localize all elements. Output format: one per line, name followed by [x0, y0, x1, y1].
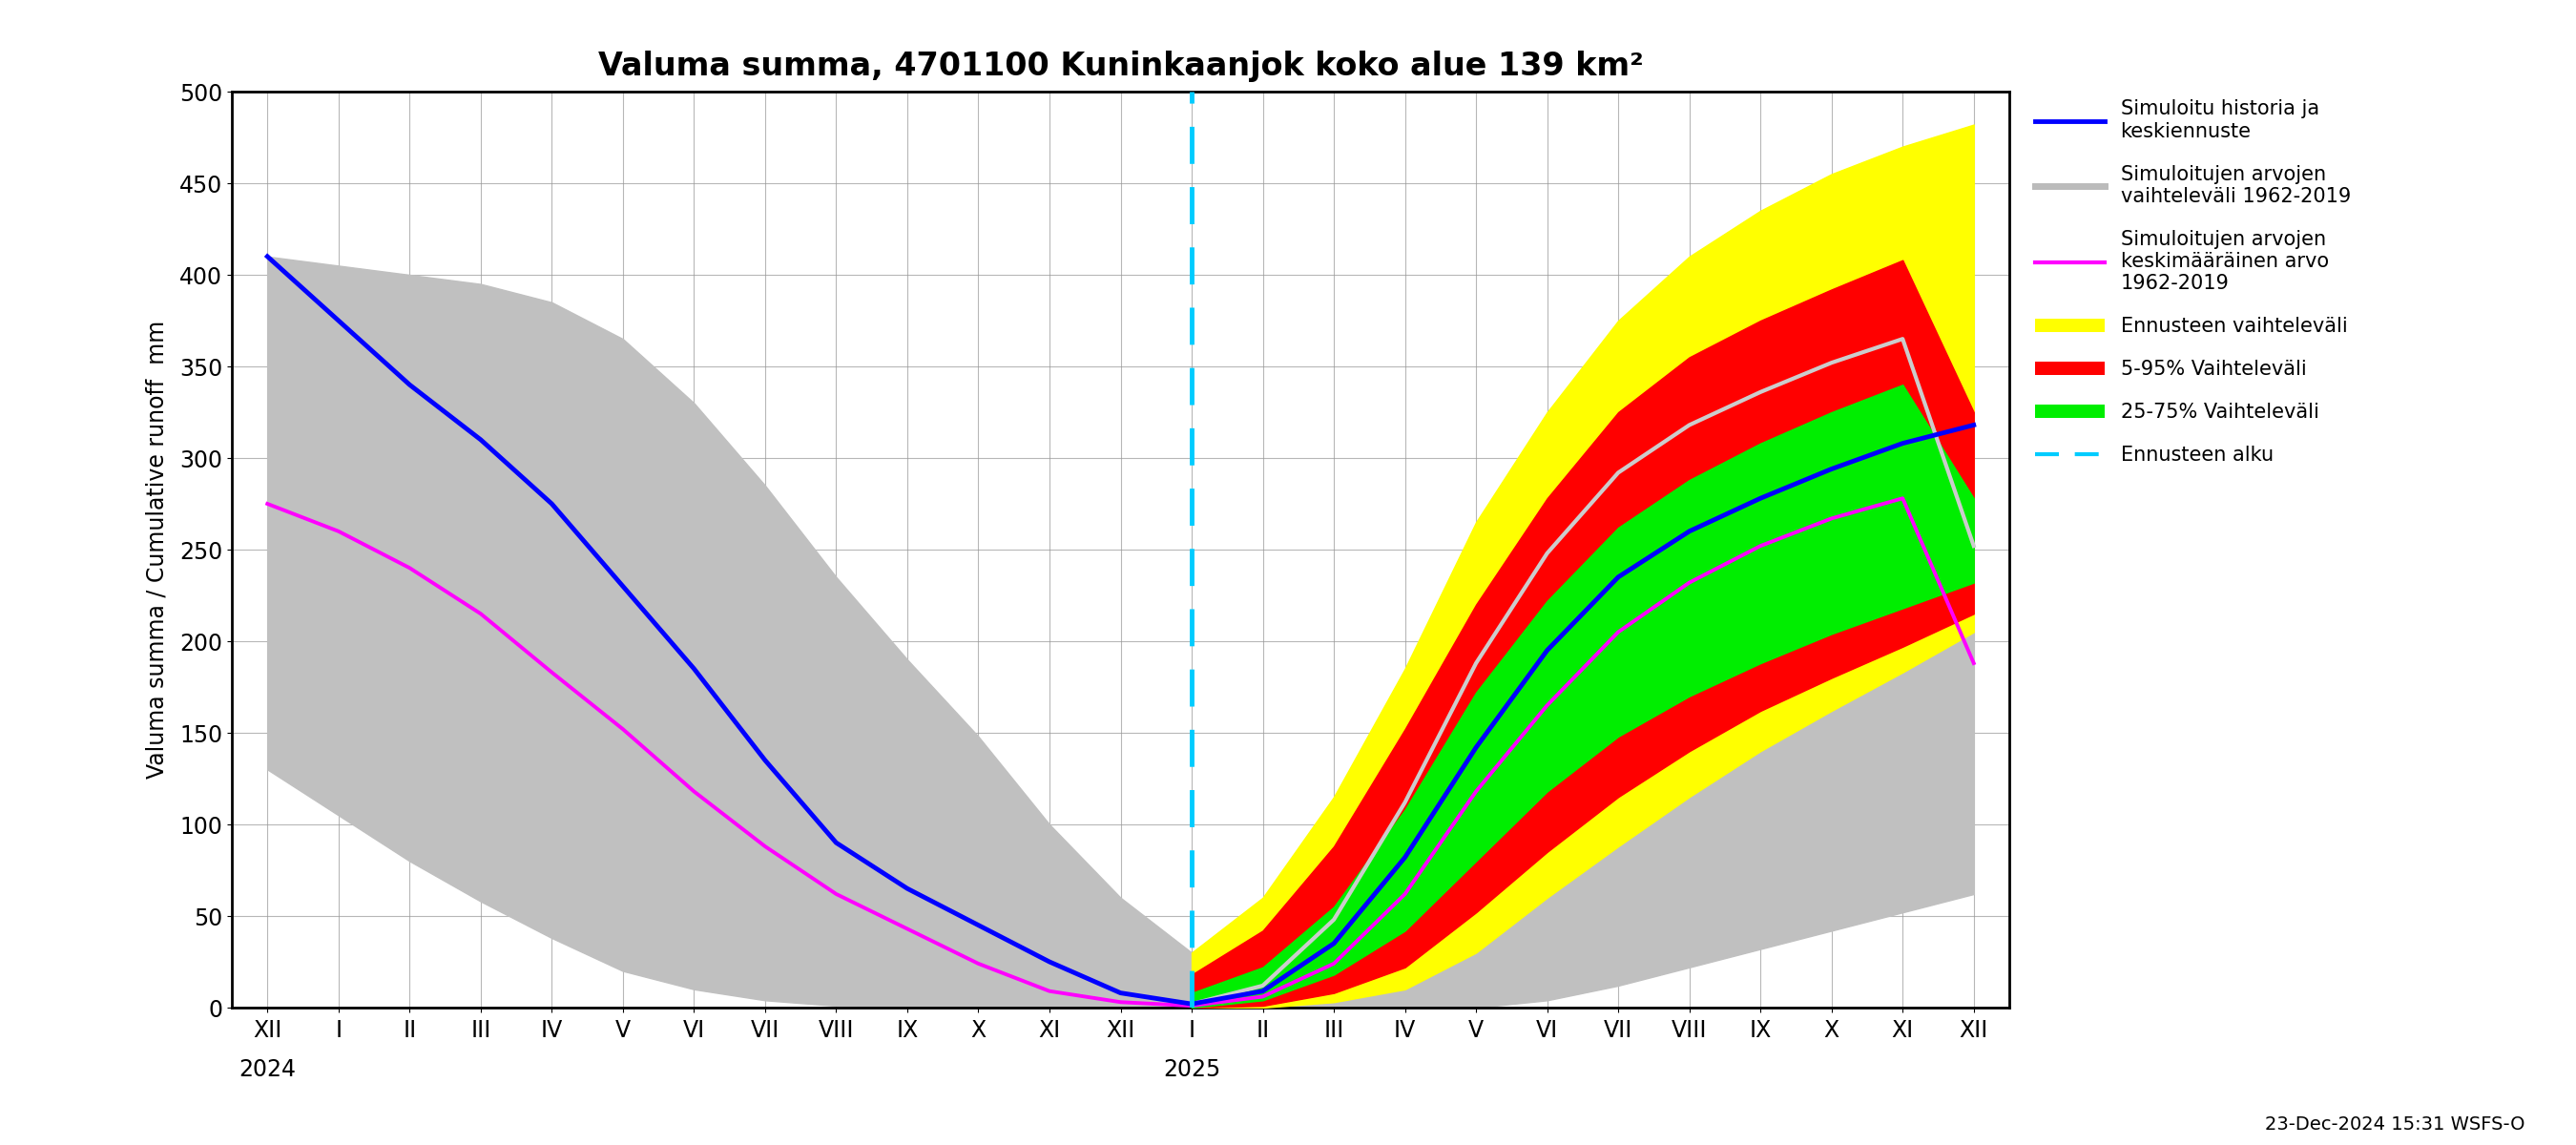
Text: 2024: 2024: [240, 1058, 296, 1081]
Text: 23-Dec-2024 15:31 WSFS-O: 23-Dec-2024 15:31 WSFS-O: [2264, 1115, 2524, 1134]
Y-axis label: Valuma summa / Cumulative runoff  mm: Valuma summa / Cumulative runoff mm: [147, 321, 170, 779]
Text: 2025: 2025: [1162, 1058, 1221, 1081]
Legend: Simuloitu historia ja
keskiennuste, Simuloitujen arvojen
vaihteleväli 1962-2019,: Simuloitu historia ja keskiennuste, Simu…: [2027, 92, 2360, 473]
Title: Valuma summa, 4701100 Kuninkaanjok koko alue 139 km²: Valuma summa, 4701100 Kuninkaanjok koko …: [598, 50, 1643, 82]
